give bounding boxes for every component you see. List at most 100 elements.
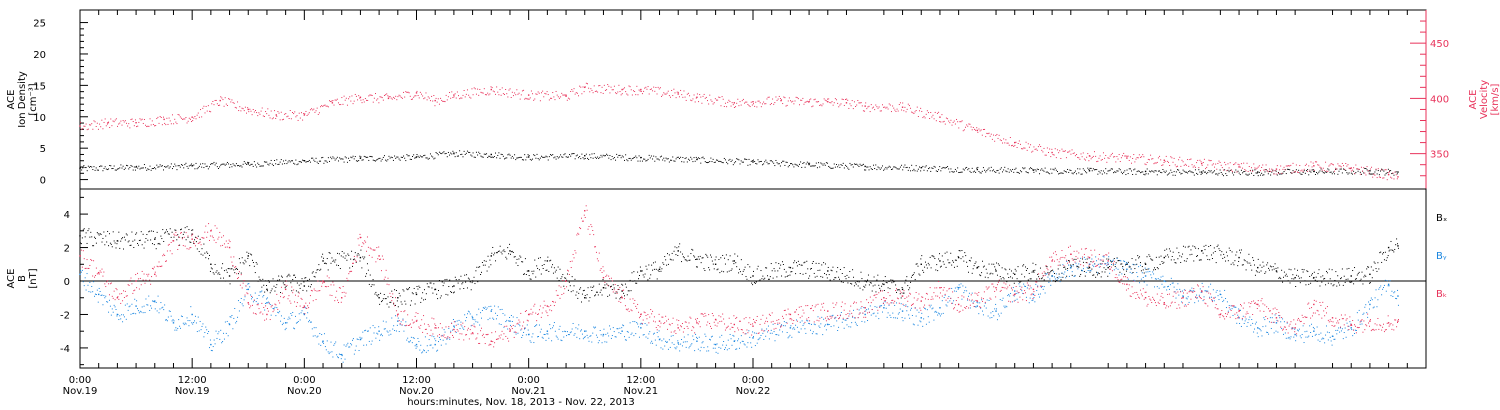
velocity-dot <box>179 116 181 118</box>
density-dot <box>904 164 906 166</box>
velocity-dot <box>764 103 766 105</box>
velocity-dot <box>788 97 790 99</box>
bx-dot <box>537 267 539 269</box>
bx-dot <box>244 259 246 261</box>
velocity-dot <box>1133 154 1135 156</box>
velocity-dot <box>509 88 511 90</box>
density-dot <box>836 164 838 166</box>
by-point <box>154 300 156 302</box>
density-dot <box>359 155 361 157</box>
bx-dot <box>191 229 193 231</box>
velocity-dot <box>1242 167 1244 169</box>
velocity-dot <box>1281 172 1283 174</box>
velocity-dot <box>691 100 693 102</box>
density-dot <box>1070 169 1072 171</box>
bx-dot <box>1386 257 1388 259</box>
density-dot <box>150 169 152 171</box>
bx-dot <box>1306 270 1308 272</box>
density-dot <box>1051 172 1053 174</box>
bx-dot <box>824 263 826 265</box>
density-dot <box>202 163 204 165</box>
by-dot <box>538 336 540 338</box>
density-dot <box>1364 167 1366 169</box>
bx-dot <box>514 256 516 258</box>
bx-dot <box>938 258 940 260</box>
bx-dot <box>899 293 901 295</box>
velocity-dot <box>1272 170 1274 172</box>
by-dot <box>469 313 471 315</box>
density-dot <box>603 155 605 157</box>
bx-dot <box>1366 268 1368 270</box>
by-dot <box>343 344 345 346</box>
by-dot <box>156 310 158 312</box>
velocity-dot <box>1100 159 1102 161</box>
density-dot <box>738 159 740 161</box>
bx-dot <box>134 239 136 241</box>
bx-point <box>228 275 231 277</box>
velocity-dot <box>100 126 102 128</box>
velocity-dot <box>573 88 575 90</box>
bx-dot <box>680 251 682 253</box>
bx-dot <box>677 255 679 257</box>
by-dot <box>466 317 468 319</box>
velocity-point <box>780 99 782 102</box>
density-dot <box>1152 170 1154 172</box>
bx-dot <box>638 278 640 280</box>
density-dot <box>288 160 290 162</box>
density-dot <box>1318 171 1320 173</box>
velocity-dot <box>155 125 157 127</box>
density-dot <box>581 153 583 155</box>
bx-dot <box>1096 274 1098 276</box>
bx-dot <box>505 256 507 258</box>
bx-dot <box>541 265 543 267</box>
bx-dot <box>1215 262 1217 264</box>
by-dot <box>392 328 394 330</box>
density-dot <box>516 157 518 159</box>
velocity-dot <box>142 122 144 124</box>
velocity-dot <box>779 97 781 99</box>
velocity-dot <box>1063 150 1065 152</box>
by-dot <box>107 301 109 303</box>
velocity-dot <box>151 120 153 122</box>
bx-dot <box>507 247 509 249</box>
velocity-dot <box>681 94 683 96</box>
bx-dot <box>945 266 947 268</box>
by-dot <box>405 321 407 323</box>
bx-dot <box>912 274 914 276</box>
bx-dot <box>1125 270 1127 272</box>
bx-point <box>1032 270 1035 272</box>
velocity-dot <box>1179 156 1181 158</box>
bx-dot <box>211 268 213 270</box>
bx-dot <box>969 260 971 262</box>
density-dot <box>1240 169 1242 171</box>
by-dot <box>358 350 360 352</box>
bx-dot <box>810 268 812 270</box>
density-dot <box>616 153 618 155</box>
velocity-dot <box>1353 167 1355 169</box>
velocity-dot <box>1193 165 1195 167</box>
bx-dot <box>1362 283 1364 285</box>
velocity-dot <box>104 118 106 120</box>
bx-dot <box>1017 266 1019 268</box>
bx-dot <box>565 277 567 279</box>
velocity-dot <box>223 105 225 107</box>
by-dot <box>749 336 751 338</box>
bx-dot <box>762 275 764 277</box>
by-dot <box>300 312 302 314</box>
density-dot <box>329 160 331 162</box>
by-dot <box>928 321 930 323</box>
density-dot <box>1128 168 1130 170</box>
bx-dot <box>390 301 392 303</box>
bx-dot <box>450 291 452 293</box>
velocity-dot <box>1192 166 1194 168</box>
velocity-dot <box>703 93 705 95</box>
bx-dot <box>87 230 89 232</box>
bx-dot <box>1210 245 1212 247</box>
bx-dot <box>846 274 848 276</box>
bx-dot <box>127 241 129 243</box>
by-dot <box>308 321 310 323</box>
density-dot <box>551 154 553 156</box>
velocity-dot <box>772 98 774 100</box>
velocity-dot <box>867 106 869 108</box>
density-dot <box>289 161 291 163</box>
